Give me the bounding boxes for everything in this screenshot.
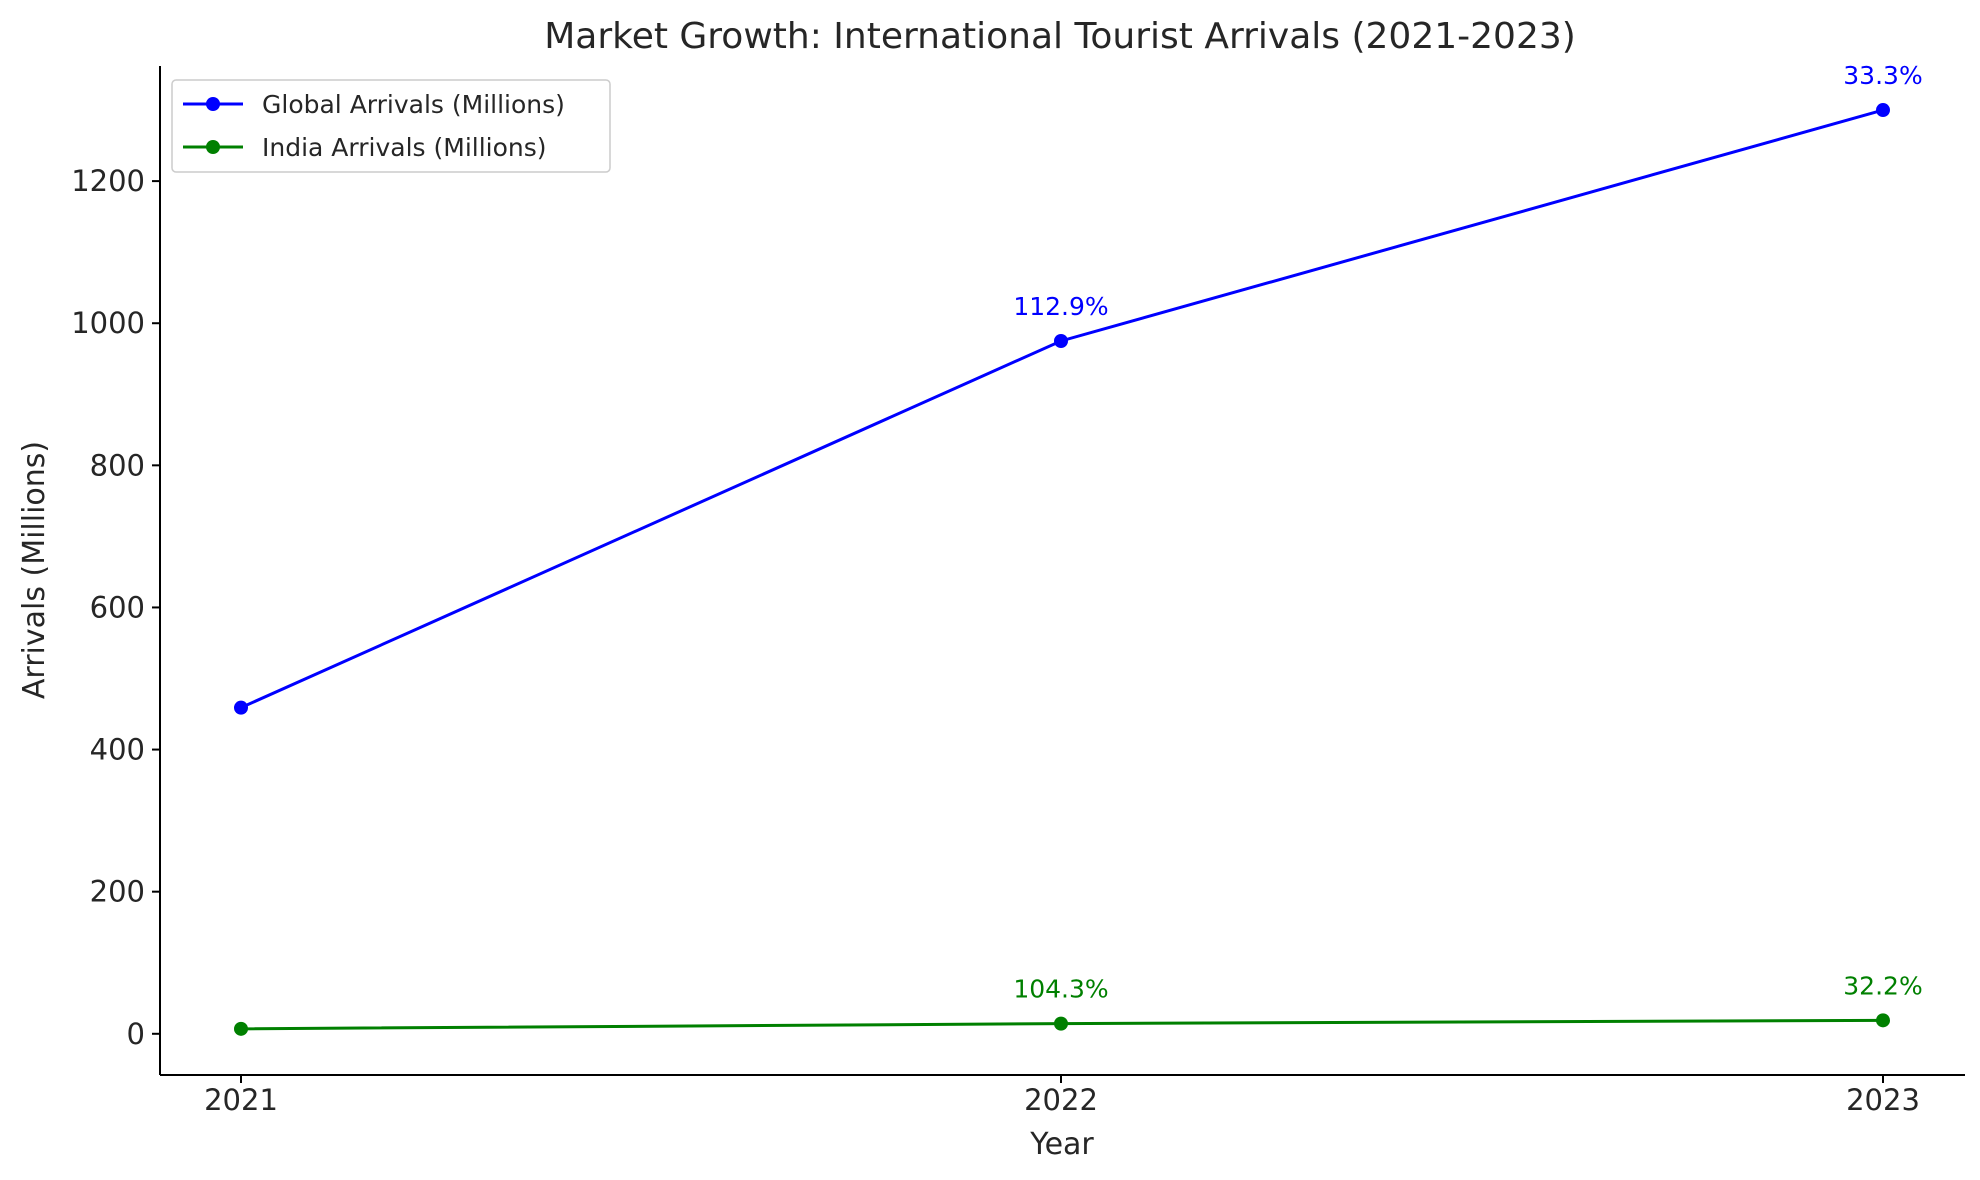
data-label: 33.3% — [1843, 61, 1922, 90]
legend-label-global: Global Arrivals (Millions) — [262, 90, 565, 119]
data-label: 112.9% — [1013, 292, 1108, 321]
y-tick-label: 600 — [90, 590, 145, 624]
legend-marker-india — [206, 140, 220, 154]
y-tick-label: 1200 — [71, 164, 145, 198]
legend-marker-global — [206, 97, 220, 111]
data-label: 104.3% — [1013, 975, 1108, 1004]
y-axis-label: Arrivals (Millions) — [17, 441, 52, 699]
legend-box — [171, 79, 611, 173]
y-tick-label: 1000 — [71, 306, 145, 340]
y-tick-label: 0 — [127, 1017, 145, 1051]
data-point — [1876, 103, 1890, 118]
data-point — [1876, 1013, 1890, 1028]
data-point — [234, 700, 248, 715]
chart-title: Market Growth: International Tourist Arr… — [544, 16, 1576, 57]
y-tick-label: 200 — [90, 875, 145, 909]
data-point — [1054, 333, 1068, 348]
x-axis-ticks: 2021 2022 2023 — [204, 1075, 1920, 1117]
x-axis-label: Year — [1029, 1127, 1094, 1162]
x-tick-label: 2023 — [1846, 1083, 1920, 1117]
series-line-0 — [240, 108, 1884, 710]
y-tick-label: 800 — [90, 448, 145, 482]
data-point — [234, 1021, 248, 1036]
y-axis-ticks: 0 200 400 600 800 1000 1200 — [71, 164, 160, 1051]
y-tick-label: 400 — [90, 733, 145, 767]
legend-label-india: India Arrivals (Millions) — [262, 133, 547, 162]
x-tick-label: 2021 — [204, 1083, 278, 1117]
data-point — [1054, 1016, 1068, 1031]
data-label: 32.2% — [1843, 971, 1922, 1000]
x-tick-label: 2022 — [1024, 1083, 1098, 1117]
legend: Global Arrivals (Millions) India Arrival… — [171, 79, 611, 173]
plot-area: 112.9% 33.3% 104.3% 32.2% — [234, 61, 1923, 1036]
